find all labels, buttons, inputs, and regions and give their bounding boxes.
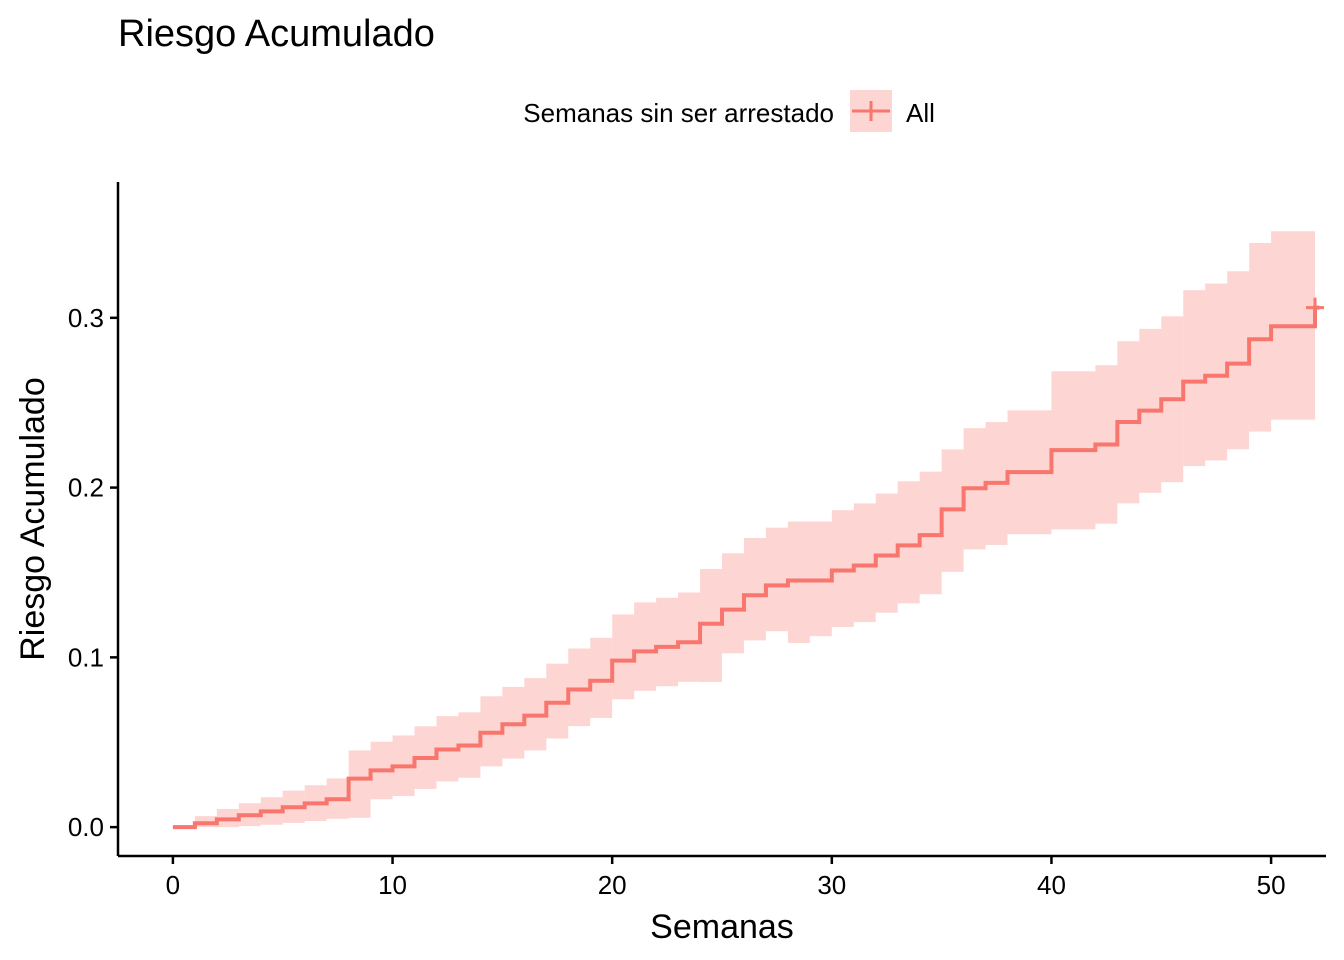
x-tick-label: 50 (1257, 870, 1286, 900)
chart-title: Riesgo Acumulado (118, 13, 435, 55)
x-tick-label: 30 (817, 870, 846, 900)
ci-band-step (897, 481, 920, 604)
ci-band-step (634, 602, 657, 691)
x-tick-label: 20 (598, 870, 627, 900)
ci-band-step (1227, 271, 1250, 450)
ci-band-step (656, 597, 679, 687)
y-tick-label: 0.1 (68, 642, 104, 672)
legend-label-all: All (906, 98, 935, 128)
x-tick-label: 0 (166, 870, 180, 900)
ci-band-step (875, 493, 898, 613)
x-tick-label: 10 (378, 870, 407, 900)
axes: 0 10 20 30 40 50 0.0 0.1 0.2 0.3 (68, 182, 1326, 900)
y-axis-title: Riesgo Acumulado (14, 377, 52, 661)
ci-band-step (853, 503, 876, 623)
ci-band-step (765, 527, 788, 632)
y-tick-label: 0.3 (68, 303, 104, 333)
ci-band-step (612, 614, 635, 700)
ci-band-step (1205, 283, 1228, 461)
ci-band-step (919, 471, 942, 595)
ci-band-step (1183, 290, 1206, 467)
plot-area (172, 231, 1325, 830)
x-tick-label: 40 (1037, 870, 1066, 900)
ci-band-step (722, 553, 744, 654)
ci-band-step (568, 648, 591, 727)
y-tick-label: 0.0 (68, 812, 104, 842)
ci-band-step (348, 750, 371, 818)
series-line-all (172, 305, 1320, 830)
legend-title: Semanas sin ser arrestado (523, 98, 834, 128)
ci-band-step (678, 592, 701, 682)
x-axis-title: Semanas (650, 908, 794, 946)
y-tick-label: 0.2 (68, 473, 104, 503)
legend: Semanas sin ser arrestado All (523, 90, 935, 132)
ci-band-step (590, 637, 613, 718)
ci-band-step (743, 538, 766, 641)
